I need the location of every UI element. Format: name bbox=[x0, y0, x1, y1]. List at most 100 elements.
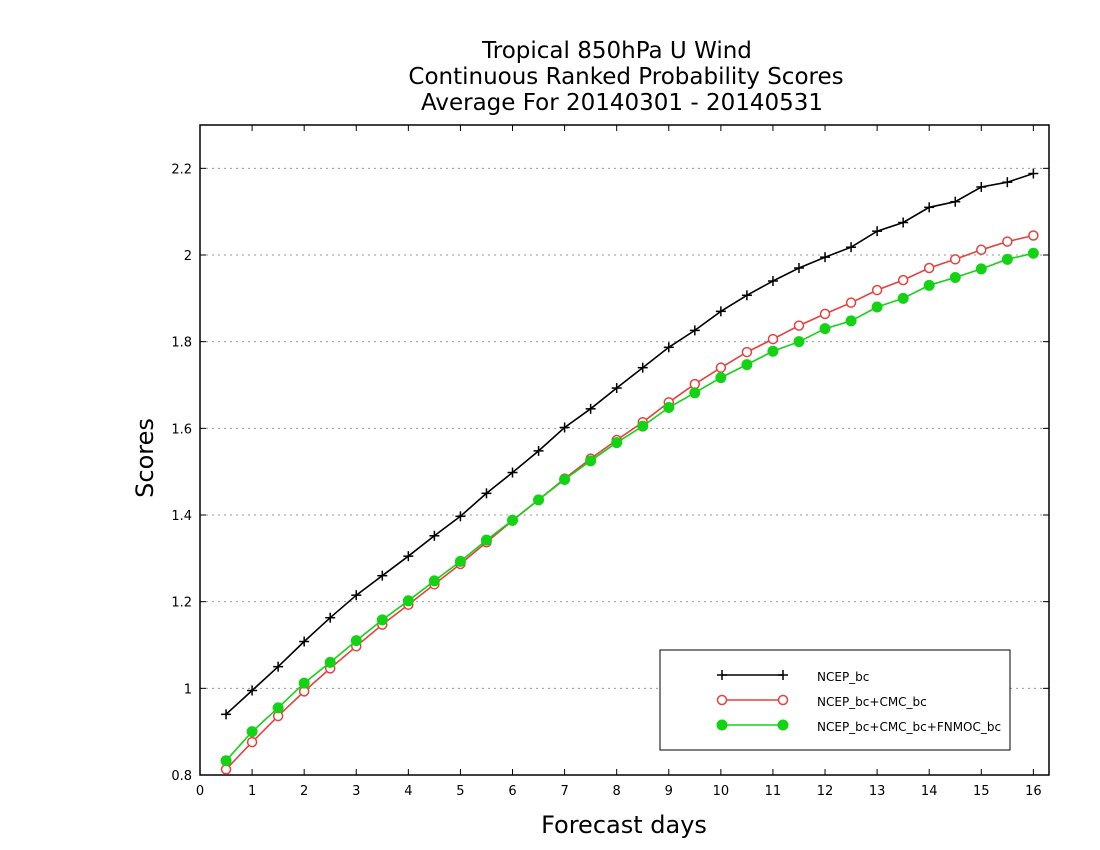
legend-marker bbox=[777, 719, 789, 731]
data-point bbox=[689, 378, 701, 390]
title-line-2: Continuous Ranked Probability Scores bbox=[408, 64, 843, 90]
data-point bbox=[480, 534, 492, 546]
data-point bbox=[897, 292, 909, 304]
legend-marker bbox=[716, 719, 728, 731]
x-tick-label: 11 bbox=[765, 784, 782, 799]
x-tick-label: 10 bbox=[713, 784, 730, 799]
y-tick-label: 2.2 bbox=[171, 162, 192, 177]
data-point bbox=[377, 570, 388, 581]
data-point bbox=[402, 595, 414, 607]
legend-label-ncep-bc: NCEP_bc bbox=[817, 670, 869, 684]
chart-title: Tropical 850hPa U Wind Continuous Ranked… bbox=[408, 38, 843, 116]
data-point bbox=[871, 301, 883, 313]
data-point bbox=[846, 242, 857, 253]
data-point bbox=[376, 614, 388, 626]
data-point bbox=[767, 345, 779, 357]
data-point bbox=[741, 346, 753, 358]
data-point bbox=[923, 279, 935, 291]
y-tick-label: 1.6 bbox=[171, 422, 192, 437]
data-point bbox=[1002, 177, 1013, 188]
x-tick-label: 12 bbox=[817, 784, 834, 799]
legend-marker bbox=[717, 670, 727, 680]
data-point bbox=[533, 445, 544, 456]
y-tick-label: 1.8 bbox=[171, 336, 192, 351]
legend: NCEP_bc NCEP_bc+CMC_bc NCEP_bc+CMC_bc+FN… bbox=[659, 649, 1011, 751]
data-point bbox=[663, 342, 674, 353]
data-point bbox=[950, 196, 961, 207]
x-tick-label: 3 bbox=[352, 784, 360, 799]
x-tick-label: 0 bbox=[196, 784, 204, 799]
series-2 bbox=[220, 247, 1039, 767]
x-tick-label: 2 bbox=[300, 784, 308, 799]
data-point bbox=[637, 420, 649, 432]
x-tick-label: 8 bbox=[613, 784, 621, 799]
data-point bbox=[247, 685, 258, 696]
data-point bbox=[949, 254, 961, 265]
data-point bbox=[845, 315, 857, 327]
series-group bbox=[220, 168, 1039, 775]
data-point bbox=[1028, 230, 1039, 241]
data-point bbox=[325, 612, 336, 623]
data-point bbox=[351, 590, 362, 601]
legend-samples bbox=[716, 670, 789, 731]
data-point bbox=[272, 702, 284, 714]
data-point bbox=[1028, 168, 1039, 179]
data-point bbox=[897, 274, 909, 286]
x-tick-label: 15 bbox=[973, 784, 990, 799]
x-tick-label: 6 bbox=[508, 784, 516, 799]
legend-label-ncep-cmc: NCEP_bc+CMC_bc bbox=[817, 695, 927, 709]
data-point bbox=[1027, 247, 1039, 259]
x-axis-title: Forecast days bbox=[541, 811, 707, 839]
data-point bbox=[689, 387, 701, 399]
data-point bbox=[976, 181, 987, 192]
data-point bbox=[299, 636, 310, 647]
legend-label-ncep-cmc-fnmoc: NCEP_bc+CMC_bc+FNMOC_bc bbox=[817, 720, 1001, 734]
legend-marker bbox=[716, 694, 728, 706]
data-point bbox=[246, 726, 258, 738]
data-point bbox=[663, 402, 675, 414]
data-point bbox=[429, 530, 440, 541]
plot-frame bbox=[199, 124, 1050, 776]
data-point bbox=[454, 555, 466, 567]
x-tick-label: 9 bbox=[665, 784, 673, 799]
data-point bbox=[845, 297, 857, 308]
data-point bbox=[923, 262, 935, 274]
data-point bbox=[273, 661, 284, 672]
data-point bbox=[872, 226, 883, 237]
y-tick-label: 1.4 bbox=[171, 509, 192, 524]
data-point bbox=[585, 455, 597, 467]
x-tick-label: 13 bbox=[869, 784, 886, 799]
series-line bbox=[225, 172, 1034, 715]
data-point bbox=[559, 422, 570, 433]
data-point bbox=[715, 306, 726, 317]
data-point bbox=[975, 263, 987, 275]
data-point bbox=[949, 272, 961, 284]
y-axis: 0.8 1 1.2 1.4 1.6 1.8 2 2.2 bbox=[171, 162, 1049, 784]
data-point bbox=[689, 325, 700, 336]
data-point bbox=[819, 308, 831, 320]
data-point bbox=[324, 656, 336, 668]
data-point bbox=[976, 244, 987, 256]
data-point bbox=[585, 403, 596, 414]
data-point bbox=[1002, 236, 1013, 247]
data-point bbox=[481, 488, 492, 499]
gridlines bbox=[200, 167, 1049, 689]
data-point bbox=[793, 336, 805, 348]
y-tick-label: 0.8 bbox=[171, 769, 192, 784]
legend-marker bbox=[777, 694, 789, 706]
data-point bbox=[767, 333, 779, 345]
data-point bbox=[715, 372, 727, 384]
y-tick-label: 1 bbox=[184, 682, 192, 697]
data-point bbox=[819, 323, 831, 335]
data-point bbox=[507, 514, 519, 526]
data-point bbox=[637, 362, 648, 373]
data-point bbox=[767, 276, 778, 286]
data-point bbox=[220, 755, 232, 767]
data-point bbox=[924, 202, 935, 213]
data-point bbox=[898, 217, 909, 228]
data-point bbox=[1001, 253, 1013, 265]
y-axis-title: Scores bbox=[131, 418, 159, 498]
title-line-3: Average For 20140301 - 20140531 bbox=[421, 90, 823, 116]
x-tick-label: 4 bbox=[404, 784, 412, 799]
